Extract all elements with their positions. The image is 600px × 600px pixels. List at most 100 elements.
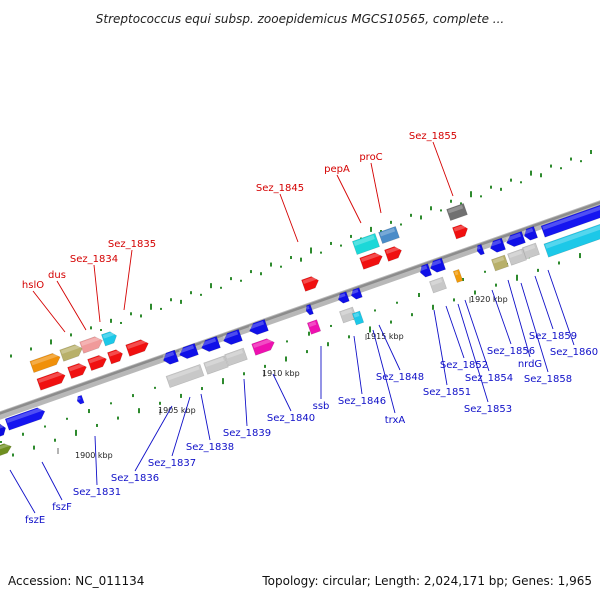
gc-dash (50, 339, 52, 345)
gene-label-forward[interactable]: Sez_1845 (256, 183, 304, 194)
gene-label-forward[interactable]: Sez_1835 (108, 239, 156, 250)
gene-sez-1858b[interactable] (522, 225, 539, 241)
gene-grey-1[interactable] (165, 363, 205, 389)
gene-red-8[interactable] (452, 223, 469, 240)
gene-dus[interactable] (59, 343, 85, 362)
gene-sez-1856[interactable] (476, 243, 485, 256)
gc-dash (374, 309, 376, 312)
gene-label-reverse[interactable]: Sez_1831 (73, 487, 121, 498)
gene-fszE[interactable] (0, 442, 13, 459)
gene-sez-1855[interactable] (446, 202, 468, 222)
gene-red-6[interactable] (359, 251, 385, 270)
gene-label-reverse[interactable]: Sez_1860 (550, 347, 598, 358)
gene-sez-1853[interactable] (429, 276, 447, 294)
gene-magenta-2[interactable] (306, 319, 322, 335)
gc-dash (350, 234, 352, 238)
gene-label-forward[interactable]: dus (48, 270, 66, 281)
gene-red-7[interactable] (384, 245, 403, 262)
gene-label-reverse[interactable]: trxA (385, 415, 406, 426)
gene-label-reverse[interactable]: Sez_1858 (524, 374, 572, 385)
gene-grey-5[interactable] (522, 242, 540, 260)
gc-dash (0, 441, 2, 443)
gc-dash (490, 185, 492, 189)
gc-dash (453, 298, 455, 302)
gene-red-1[interactable] (36, 370, 67, 391)
gene-sez-1831[interactable] (76, 394, 85, 405)
gene-label-forward[interactable]: proC (359, 152, 382, 163)
gc-dash (470, 191, 472, 198)
gene-sez-1837[interactable] (178, 342, 199, 360)
gene-label-forward[interactable]: Sez_1855 (409, 131, 457, 142)
gene-label-reverse[interactable]: Sez_1854 (465, 373, 513, 384)
gene-sez-1838[interactable] (200, 335, 221, 353)
gene-label-reverse[interactable]: Sez_1837 (148, 458, 196, 469)
gene-sez-1851[interactable] (418, 263, 433, 279)
gc-dash (550, 164, 552, 168)
gene-sez-1834[interactable] (79, 335, 105, 354)
gc-dash (460, 202, 462, 205)
gene-grey-4[interactable] (507, 248, 527, 266)
gene-red-4[interactable] (107, 348, 124, 365)
gene-label-reverse[interactable]: fszE (25, 515, 45, 526)
gene-red-2[interactable] (67, 361, 89, 380)
gc-dash (474, 290, 476, 295)
gene-label-reverse[interactable]: Sez_1839 (223, 428, 271, 439)
gene-label-reverse[interactable]: Sez_1846 (338, 396, 386, 407)
gc-dash (500, 187, 502, 191)
gene-label-reverse[interactable]: Sez_1859 (529, 331, 577, 342)
gene-sez-1835[interactable] (101, 330, 118, 347)
gc-dash (30, 347, 32, 351)
gene-labels[interactable]: hslO dus Sez_1834 Sez_1835 Sez_1845 pepA proC S… (22, 131, 598, 526)
gene-sez-1846[interactable] (337, 291, 350, 305)
gene-sez-1852[interactable] (428, 257, 446, 274)
gene-track[interactable] (0, 202, 600, 459)
gene-red-5[interactable] (125, 338, 151, 357)
gene-label-reverse[interactable]: Sez_1838 (186, 442, 234, 453)
gene-label-reverse[interactable]: Sez_1840 (267, 413, 315, 424)
gene-sez-1860[interactable] (543, 218, 600, 258)
gene-proC[interactable] (378, 225, 400, 245)
gene-sez-1848[interactable] (351, 310, 365, 326)
gene-magenta[interactable] (251, 337, 277, 356)
gene-grey-3[interactable] (224, 347, 248, 367)
gc-dash (510, 178, 512, 182)
gene-sez-1845[interactable] (301, 275, 320, 292)
gene-pepA[interactable] (351, 233, 381, 255)
gene-sez-1858[interactable] (505, 230, 526, 248)
gene-label-reverse[interactable]: Sez_1856 (487, 346, 535, 357)
gene-label-reverse[interactable]: Sez_1851 (423, 387, 471, 398)
gene-label-forward[interactable]: hslO (22, 280, 44, 291)
gc-dash (570, 157, 572, 161)
gene-sez-1839[interactable] (222, 328, 243, 346)
gc-dash (44, 425, 46, 428)
gene-red-3[interactable] (87, 353, 109, 372)
gene-sez-1836[interactable] (161, 349, 179, 366)
gene-sez-1840[interactable] (248, 318, 269, 336)
gene-olive[interactable] (491, 254, 509, 272)
gc-dash (250, 270, 252, 274)
gene-hslO[interactable] (29, 351, 62, 374)
scale-label: 1905 kbp (158, 406, 196, 415)
gc-dash (190, 291, 192, 295)
gene-label-reverse[interactable]: nrdG (518, 359, 542, 370)
gene-sez-1846b[interactable] (350, 287, 363, 301)
gene-label-reverse[interactable]: Sez_1848 (376, 372, 424, 383)
gene-fszF[interactable] (4, 406, 47, 431)
gene-sez-1854[interactable] (452, 268, 464, 284)
gene-label-reverse[interactable]: ssb (313, 401, 330, 412)
gc-dash (418, 292, 420, 297)
gene-label-forward[interactable]: Sez_1834 (70, 254, 118, 265)
gene-ssb[interactable] (305, 303, 314, 316)
gene-sez-1859[interactable] (540, 203, 600, 238)
gene-label-reverse[interactable]: Sez_1853 (464, 404, 512, 415)
gene-grey-2[interactable] (203, 355, 229, 375)
gene-label-reverse[interactable]: Sez_1852 (440, 360, 488, 371)
gene-label-reverse[interactable]: fszF (52, 502, 72, 513)
gc-dash (348, 335, 350, 339)
gene-nrdG[interactable] (488, 237, 506, 254)
gene-block-left[interactable] (0, 422, 8, 439)
gene-label-forward[interactable]: pepA (324, 164, 350, 175)
gc-dash (306, 350, 308, 354)
gene-label-reverse[interactable]: Sez_1836 (111, 473, 159, 484)
